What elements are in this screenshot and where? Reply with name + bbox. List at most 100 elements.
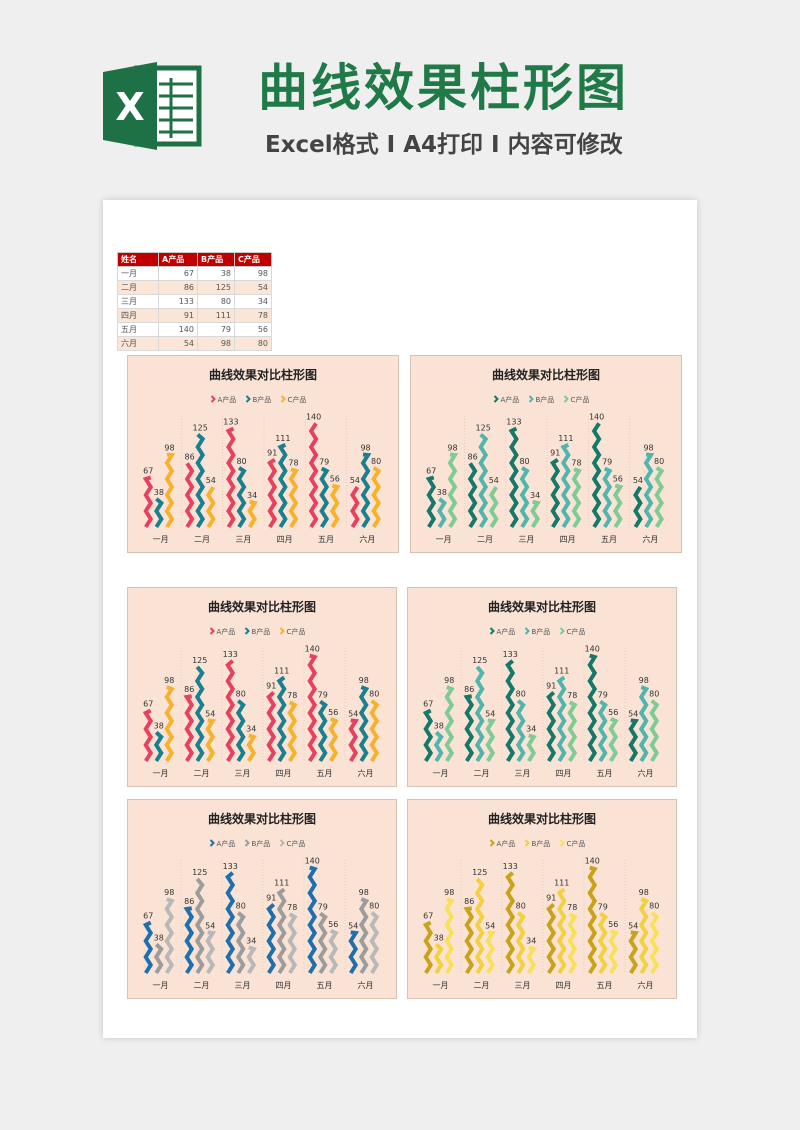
bar-mark[interactable] <box>235 911 246 975</box>
bar-mark[interactable] <box>287 912 298 975</box>
chart-panel[interactable]: A产品 B产品 C产品 67 38 98 一月 86 125 54 二月 133 80 34 三月 91 111… <box>127 355 399 553</box>
bar-mark[interactable] <box>348 930 360 975</box>
legend-item[interactable]: C产品 <box>563 395 590 404</box>
legend-item[interactable]: B产品 <box>244 627 271 636</box>
bar-mark[interactable] <box>183 694 195 763</box>
table-cell[interactable]: 78 <box>234 308 272 323</box>
table-header-cell[interactable]: C产品 <box>234 252 272 267</box>
table-cell[interactable]: 133 <box>158 294 198 309</box>
bar-mark[interactable] <box>288 467 299 529</box>
bar-mark[interactable] <box>358 685 370 763</box>
legend-item[interactable]: C产品 <box>559 627 586 636</box>
table-cell[interactable]: 38 <box>197 266 235 281</box>
bar-mark[interactable] <box>556 675 567 763</box>
bar-mark[interactable] <box>519 466 530 529</box>
table-cell[interactable]: 56 <box>234 322 272 337</box>
chart-panel[interactable]: A产品 B产品 C产品 67 38 98 一月 86 125 54 二月 133 80 34 三月 91 111… <box>127 587 397 787</box>
bar-mark[interactable] <box>433 730 444 763</box>
table-cell[interactable]: 111 <box>197 308 235 323</box>
bar-mark[interactable] <box>183 906 195 975</box>
bar-mark[interactable] <box>276 675 287 763</box>
legend-item[interactable]: C产品 <box>280 395 307 404</box>
bar-mark[interactable] <box>478 433 489 529</box>
table-header-cell[interactable]: A产品 <box>158 252 198 267</box>
bar-mark[interactable] <box>369 911 380 975</box>
legend-item[interactable]: A产品 <box>489 839 516 848</box>
table-cell[interactable]: 54 <box>234 280 272 295</box>
legend-item[interactable]: A产品 <box>489 627 516 636</box>
legend-item[interactable]: B产品 <box>244 839 271 848</box>
bar-mark[interactable] <box>205 718 217 763</box>
bar-mark[interactable] <box>225 426 236 529</box>
bar-mark[interactable] <box>628 930 640 975</box>
bar-mark[interactable] <box>530 499 541 529</box>
bar-mark[interactable] <box>612 483 624 529</box>
bar-mark[interactable] <box>308 422 319 529</box>
chart-panel[interactable]: A产品 B产品 C产品 67 38 98 一月 86 125 54 二月 133 80 34 三月 91 111… <box>407 799 677 999</box>
bar-mark[interactable] <box>649 911 660 975</box>
bar-mark[interactable] <box>508 426 519 529</box>
bar-mark[interactable] <box>633 485 643 529</box>
legend-item[interactable]: A产品 <box>209 839 236 848</box>
bar-mark[interactable] <box>505 659 516 763</box>
table-cell[interactable]: 三月 <box>117 294 159 309</box>
bar-mark[interactable] <box>317 699 328 763</box>
bar-mark[interactable] <box>194 665 205 763</box>
bar-mark[interactable] <box>225 871 236 975</box>
bar-mark[interactable] <box>142 708 154 763</box>
bar-mark[interactable] <box>444 897 455 975</box>
bar-mark[interactable] <box>287 700 298 763</box>
bar-mark[interactable] <box>505 871 516 975</box>
bar-mark[interactable] <box>246 733 257 763</box>
bar-mark[interactable] <box>526 733 537 763</box>
table-cell[interactable]: 80 <box>234 336 272 351</box>
bar-mark[interactable] <box>246 945 257 975</box>
bar-mark[interactable] <box>463 694 475 763</box>
table-cell[interactable]: 四月 <box>117 308 159 323</box>
bar-mark[interactable] <box>550 457 561 529</box>
bar-mark[interactable] <box>329 483 341 529</box>
bar-mark[interactable] <box>571 467 582 529</box>
table-cell[interactable]: 一月 <box>117 266 159 281</box>
table-cell[interactable]: 98 <box>234 266 272 281</box>
table-cell[interactable]: 86 <box>158 280 198 295</box>
bar-mark[interactable] <box>526 945 537 975</box>
table-cell[interactable]: 80 <box>197 294 235 309</box>
chart-panel[interactable]: A产品 B产品 C产品 67 38 98 一月 86 125 54 二月 133 80 34 三月 91 111… <box>407 587 677 787</box>
bar-mark[interactable] <box>235 699 246 763</box>
bar-mark[interactable] <box>602 466 613 529</box>
bar-mark[interactable] <box>225 659 236 763</box>
bar-mark[interactable] <box>463 906 475 975</box>
bar-mark[interactable] <box>608 716 619 763</box>
bar-mark[interactable] <box>643 452 655 529</box>
legend-item[interactable]: A产品 <box>493 395 520 404</box>
bar-mark[interactable] <box>247 499 258 529</box>
chart-panel[interactable]: A产品 B产品 C产品 67 38 98 一月 86 125 54 二月 133 80 34 三月 91 111… <box>127 799 397 999</box>
bar-mark[interactable] <box>567 700 578 763</box>
bar-mark[interactable] <box>556 887 567 975</box>
bar-mark[interactable] <box>153 730 164 763</box>
legend-item[interactable]: A产品 <box>209 627 236 636</box>
bar-mark[interactable] <box>567 912 578 975</box>
bar-mark[interactable] <box>515 699 526 763</box>
bar-mark[interactable] <box>515 911 526 975</box>
bar-mark[interactable] <box>266 690 277 763</box>
bar-mark[interactable] <box>348 718 360 763</box>
bar-mark[interactable] <box>276 887 287 975</box>
bar-mark[interactable] <box>591 422 602 529</box>
table-cell[interactable]: 67 <box>158 266 198 281</box>
bar-mark[interactable] <box>654 466 665 529</box>
table-cell[interactable]: 54 <box>158 336 198 351</box>
bar-mark[interactable] <box>546 690 557 763</box>
chart-panel[interactable]: A产品 B产品 C产品 67 38 98 一月 86 125 54 二月 133 80 34 三月 91 111… <box>410 355 682 553</box>
bar-mark[interactable] <box>194 877 205 975</box>
table-header-cell[interactable]: B产品 <box>197 252 235 267</box>
table-cell[interactable]: 五月 <box>117 322 159 337</box>
bar-mark[interactable] <box>485 930 497 975</box>
bar-mark[interactable] <box>153 942 164 975</box>
bar-mark[interactable] <box>184 462 195 529</box>
bar-mark[interactable] <box>628 718 640 763</box>
bar-mark[interactable] <box>638 685 650 763</box>
legend-item[interactable]: A产品 <box>210 395 237 404</box>
bar-mark[interactable] <box>358 897 370 975</box>
